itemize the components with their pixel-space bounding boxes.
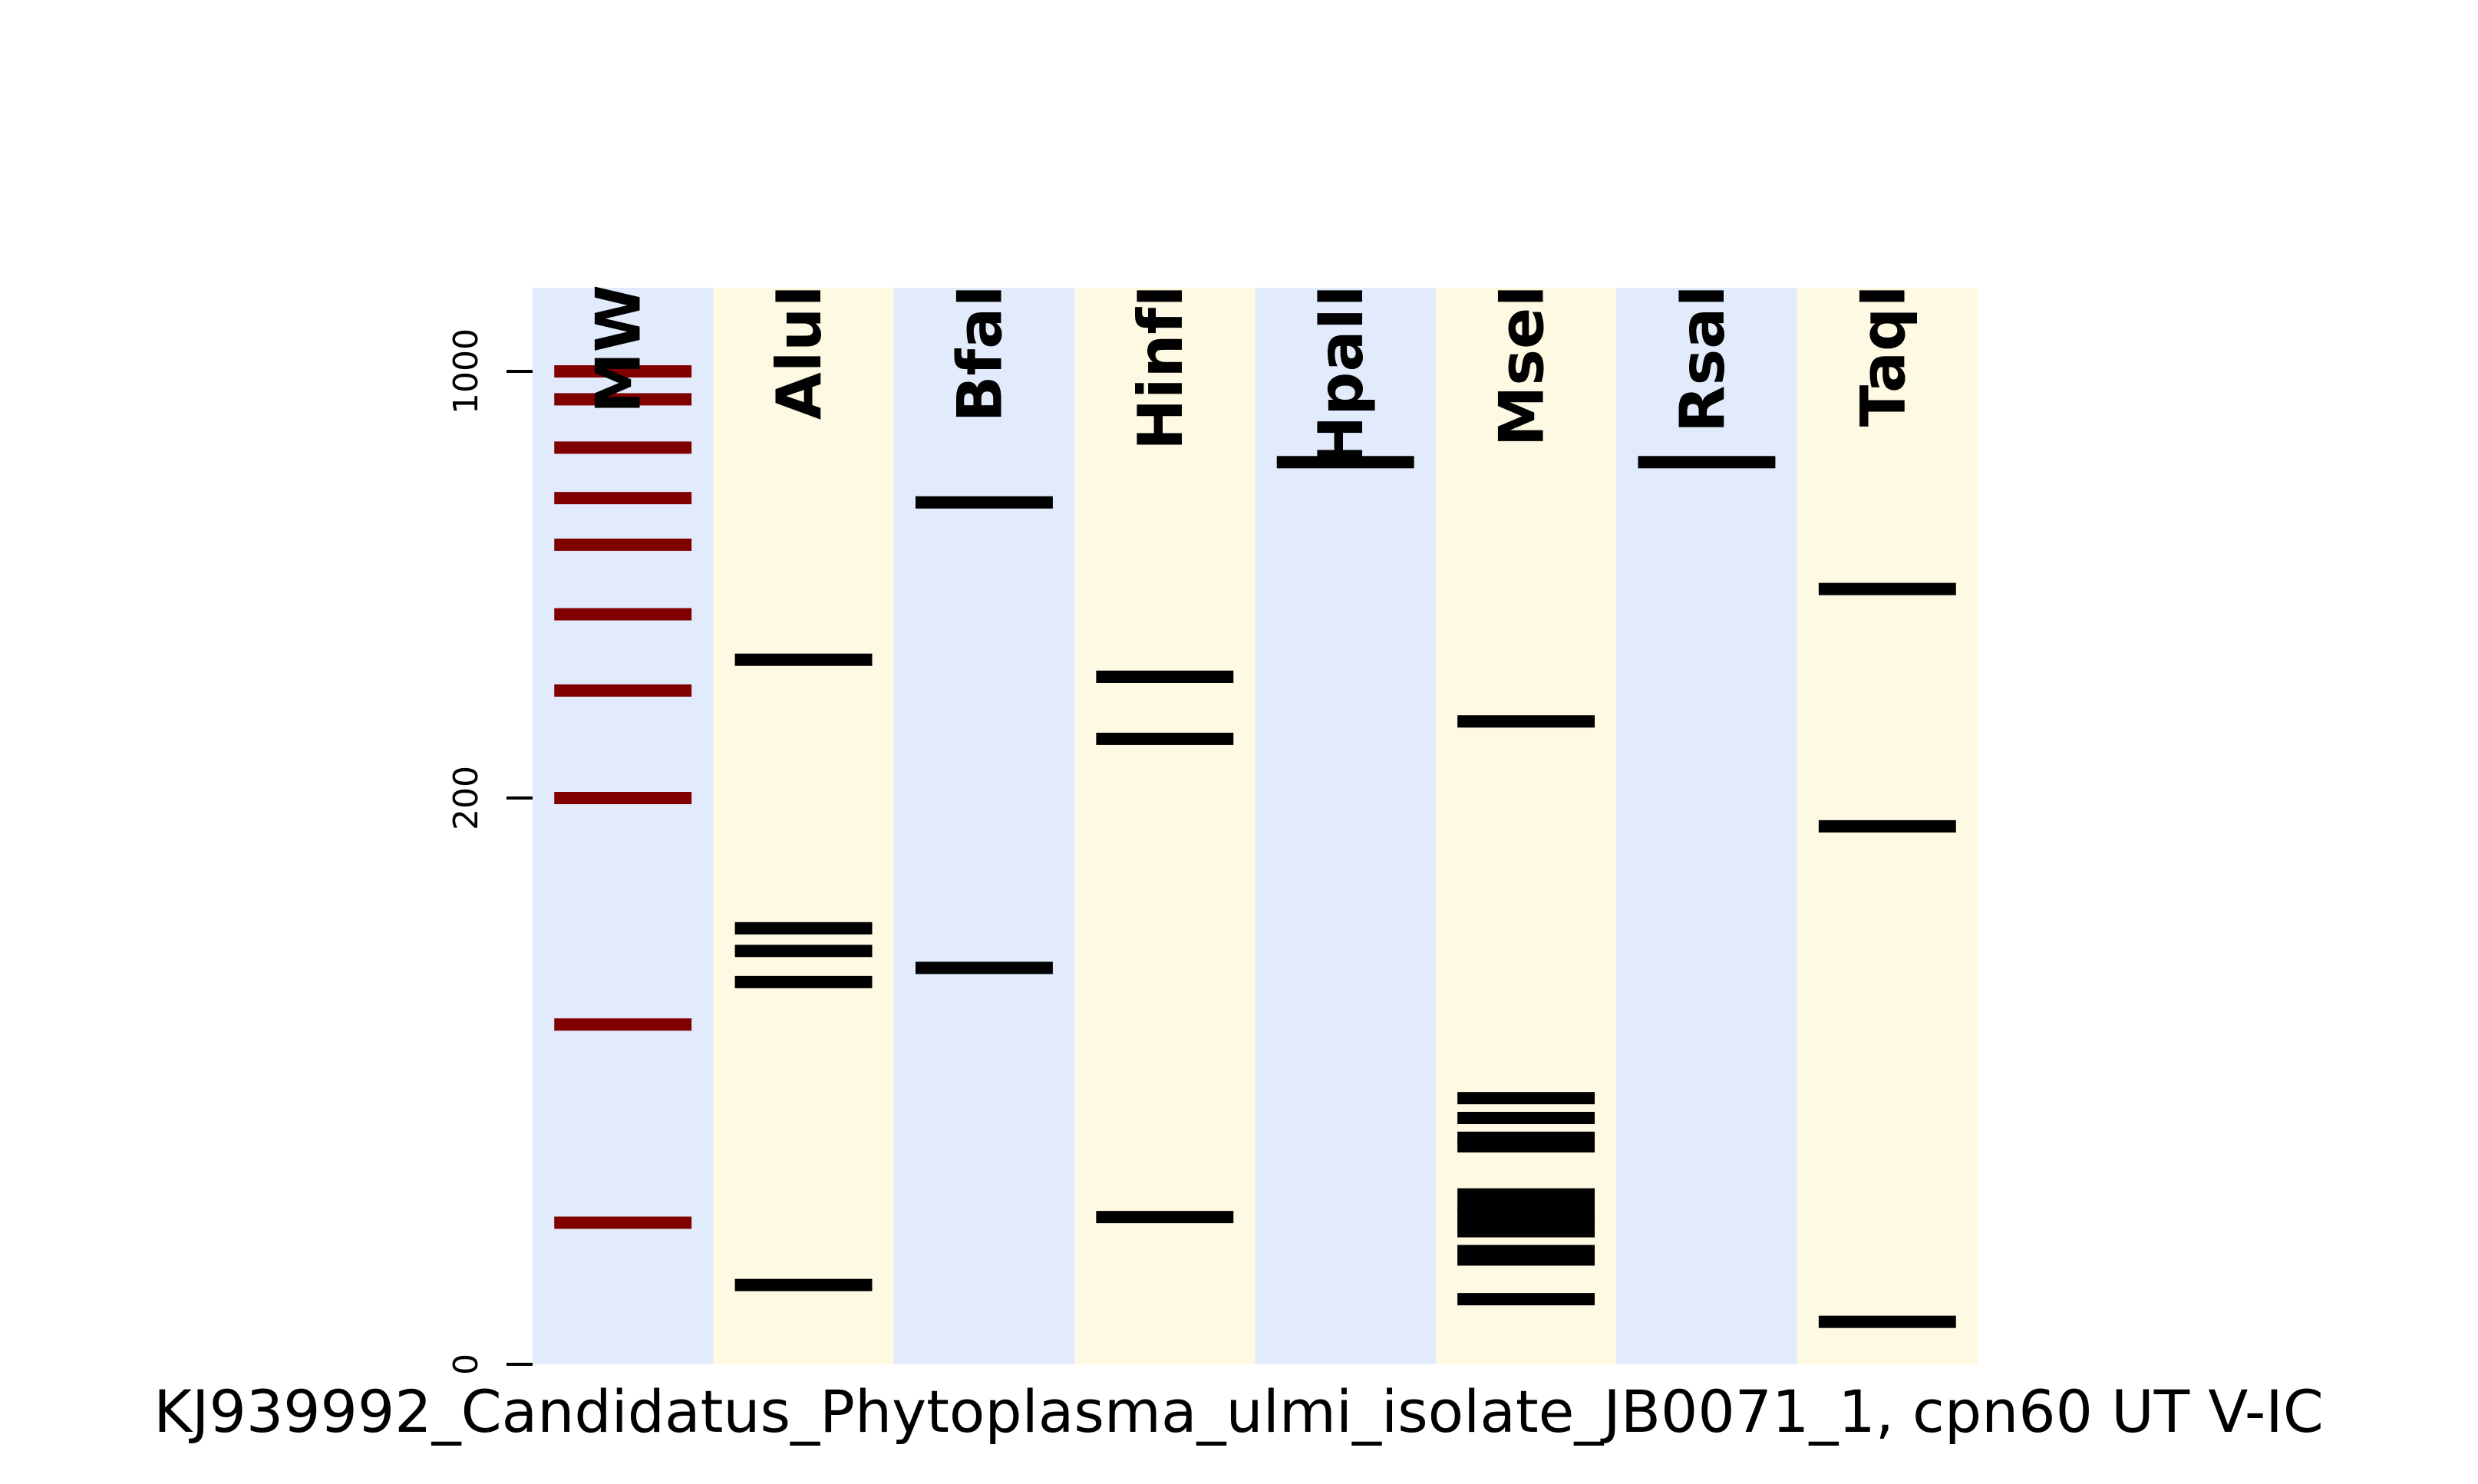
band-mw-0 (554, 365, 692, 378)
band-taqi-2 (1818, 1315, 1956, 1328)
band-mw-6 (554, 684, 692, 697)
band-taqi-1 (1818, 819, 1956, 833)
lane-label-bfai: BfaI (944, 285, 1015, 423)
y-tick-label-2: 0 (447, 1354, 486, 1375)
y-axis: 1000 200 0 (447, 328, 533, 1375)
band-hinfi-1 (1096, 732, 1234, 745)
lane-labels: MW AluI BfaI HinfI HpaII MseI RsaI TaqI (583, 285, 1919, 467)
band-alui-3 (734, 975, 873, 988)
band-hinfi-2 (1096, 1211, 1234, 1224)
band-msei-5 (1457, 1188, 1595, 1201)
y-tick-label-1: 200 (447, 766, 486, 830)
band-msei-4 (1457, 1139, 1595, 1153)
band-mw-9 (554, 1216, 692, 1229)
band-alui-4 (734, 1278, 873, 1291)
band-rsai-0 (1638, 456, 1776, 469)
band-bfai-1 (915, 961, 1053, 974)
x-axis-label: KJ939992_Candidatus_Phytoplasma_ulmi_iso… (153, 1377, 2324, 1446)
bands (554, 365, 1956, 1328)
band-msei-9 (1457, 1225, 1595, 1238)
lane-alui-background (713, 288, 895, 1364)
band-mw-8 (554, 1018, 692, 1031)
lane-rsai-background (1616, 288, 1798, 1364)
band-hinfi-0 (1096, 670, 1234, 683)
band-mw-3 (554, 492, 692, 505)
band-mw-7 (554, 792, 692, 804)
band-alui-2 (734, 945, 873, 958)
lane-label-taqi: TaqI (1847, 285, 1919, 427)
band-msei-11 (1457, 1253, 1595, 1266)
band-mw-1 (554, 393, 692, 406)
band-mw-2 (554, 441, 692, 454)
lane-label-mw: MW (583, 285, 655, 414)
band-msei-0 (1457, 715, 1595, 728)
band-msei-2 (1457, 1111, 1595, 1124)
lane-hinfi-background (1074, 288, 1255, 1364)
lane-bfai-background (893, 288, 1075, 1364)
lane-label-alui: AluI (764, 285, 835, 420)
band-hpaii-0 (1276, 456, 1414, 469)
lane-label-hpaii: HpaII (1305, 285, 1377, 467)
y-tick-label-0: 1000 (447, 328, 486, 414)
band-msei-1 (1457, 1092, 1595, 1105)
lane-backgrounds (533, 288, 1978, 1364)
band-alui-1 (734, 922, 873, 935)
lane-label-rsai: RsaI (1667, 285, 1738, 433)
band-mw-5 (554, 608, 692, 621)
band-mw-4 (554, 538, 692, 551)
lane-label-hinfi: HinfI (1125, 285, 1196, 450)
band-bfai-0 (915, 496, 1053, 509)
lane-mw-background (533, 288, 714, 1364)
band-taqi-0 (1818, 582, 1956, 595)
band-msei-12 (1457, 1293, 1595, 1306)
band-alui-0 (734, 653, 873, 666)
lane-label-msei: MseI (1486, 285, 1558, 447)
lane-msei-background (1435, 288, 1617, 1364)
